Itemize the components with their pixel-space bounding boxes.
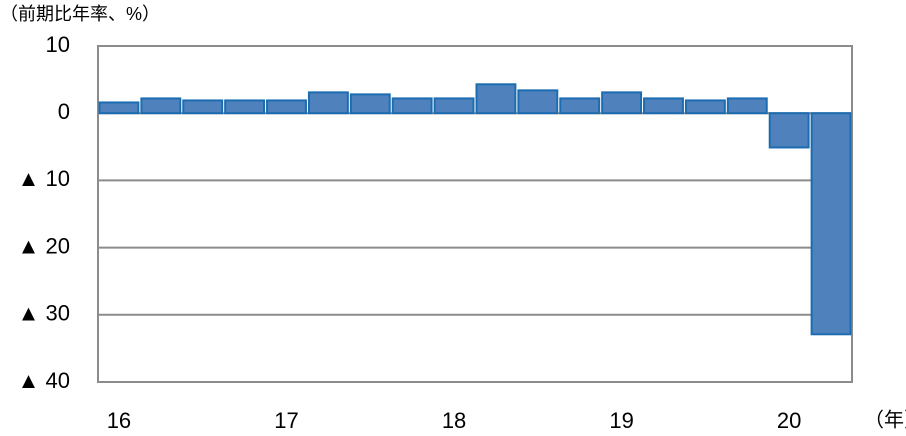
- x-axis-unit: （年）: [864, 408, 906, 431]
- y-tick-label: 10: [46, 32, 70, 57]
- x-tick-label: 16: [107, 408, 131, 433]
- y-tick-label: 0: [58, 99, 70, 124]
- bar: [224, 99, 266, 115]
- bar: [768, 112, 810, 149]
- x-tick-label: 20: [777, 408, 801, 433]
- bar: [266, 99, 307, 115]
- x-tick-label: 19: [609, 408, 633, 433]
- bar: [433, 97, 475, 115]
- bar: [140, 97, 182, 115]
- x-tick-label: 18: [442, 408, 466, 433]
- bar: [182, 99, 224, 115]
- bar: [475, 83, 517, 115]
- y-tick-label: ▲ 30: [18, 301, 70, 326]
- bar: [601, 91, 643, 115]
- bar: [98, 101, 140, 115]
- bar: [517, 89, 559, 115]
- y-tick-label: ▲ 10: [18, 166, 70, 191]
- bar: [810, 112, 852, 336]
- bar: [391, 97, 433, 115]
- plot-frame: [97, 45, 853, 383]
- bar: [349, 93, 391, 115]
- bar: [684, 99, 726, 115]
- y-tick-label: ▲ 40: [18, 368, 70, 393]
- bar: [307, 91, 349, 115]
- y-tick-label: ▲ 20: [18, 233, 70, 258]
- bar: [643, 97, 684, 115]
- bar: [559, 97, 601, 115]
- x-tick-label: 17: [274, 408, 298, 433]
- y-axis-label: （前期比年率、%）: [0, 4, 160, 24]
- bar: [726, 97, 768, 115]
